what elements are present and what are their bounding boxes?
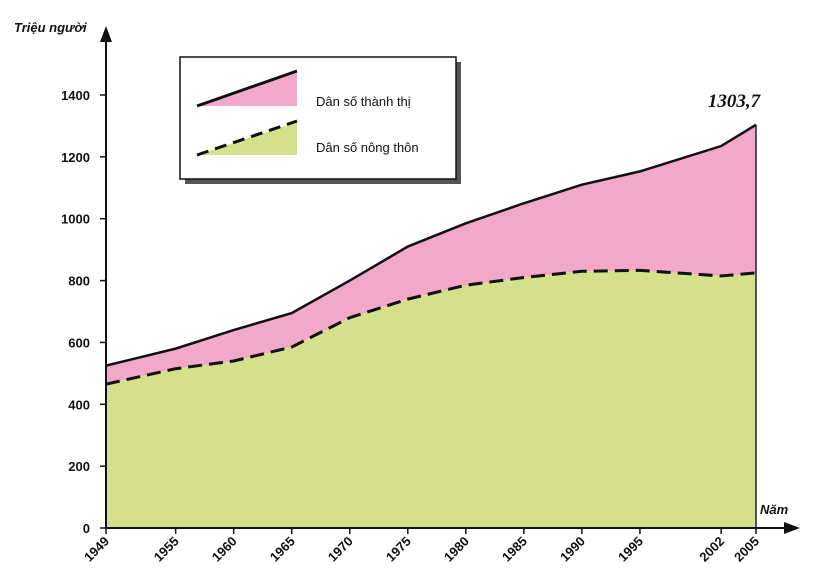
legend-box — [179, 56, 457, 180]
area-rural-population — [106, 270, 756, 528]
x-ticks: 1949 1955 1960 1965 1970 1975 1980 1985 1990 1995… — [81, 528, 762, 565]
x-tick-label: 1990 — [557, 534, 588, 565]
y-tick-label: 1400 — [61, 88, 90, 103]
x-tick-label: 1995 — [615, 534, 646, 565]
y-axis-arrow — [100, 26, 112, 42]
area-urban-population — [106, 124, 756, 385]
x-tick-label: 1985 — [499, 534, 530, 565]
y-tick-label: 800 — [68, 274, 90, 289]
x-tick-label: 2005 — [731, 534, 762, 565]
plot-lines — [105, 123, 757, 528]
y-axis-title: Triệu người — [14, 20, 87, 35]
legend: Dân số thành thị Dân số nông thôn — [179, 56, 461, 184]
x-tick-label: 1970 — [325, 534, 356, 565]
legend-line-urban — [196, 69, 298, 108]
y-tick-label: 1200 — [61, 150, 90, 165]
line-total-population — [105, 123, 757, 367]
total-annotation-label: 1303,7 — [708, 91, 762, 112]
x-tick-label: 1960 — [209, 534, 240, 565]
x-tick-label: 1980 — [441, 534, 472, 565]
x-tick-label: 1975 — [383, 534, 414, 565]
y-tick-label: 600 — [68, 335, 90, 350]
line-rural-boundary — [105, 268, 757, 386]
axes — [100, 26, 800, 534]
y-tick-label: 200 — [68, 459, 90, 474]
plot-areas — [106, 124, 756, 528]
y-tick-label: 400 — [68, 397, 90, 412]
x-tick-label: 1965 — [267, 534, 298, 565]
legend-label-urban: Dân số thành thị — [316, 94, 411, 109]
x-tick-label: 2002 — [696, 534, 727, 565]
x-axis-arrow — [784, 522, 800, 534]
y-tick-label: 1000 — [61, 212, 90, 227]
x-axis-title: Năm — [760, 502, 789, 517]
x-tick-label: 1955 — [151, 534, 182, 565]
x-tick-label: 1949 — [81, 534, 112, 565]
y-tick-label: 0 — [83, 521, 90, 536]
legend-label-rural: Dân số nông thôn — [316, 140, 419, 155]
y-ticks: 0 200 400 600 800 1000 1200 1400 — [61, 88, 106, 536]
